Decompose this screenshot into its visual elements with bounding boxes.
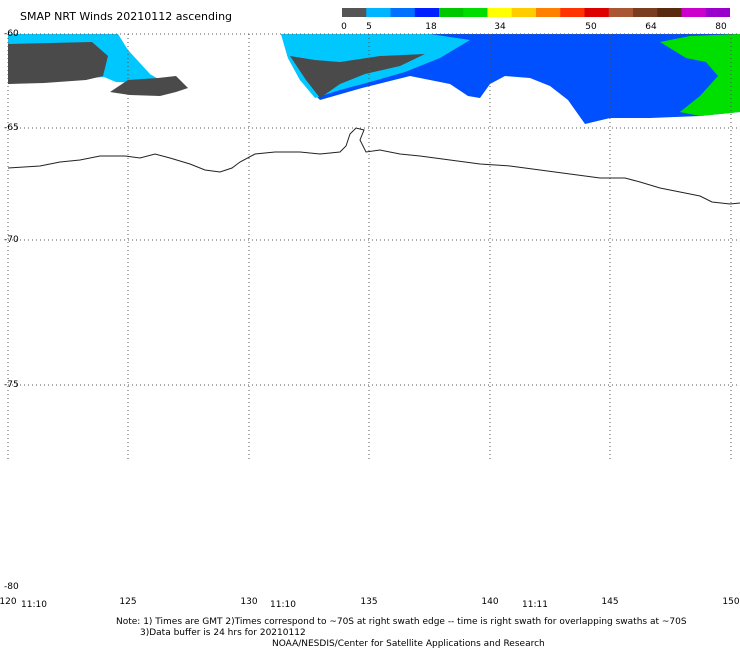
lon-label-125: 125 bbox=[119, 597, 137, 607]
wind-swath-right bbox=[281, 34, 740, 124]
lon-label-135: 135 bbox=[360, 597, 378, 607]
colorbar-segment bbox=[414, 8, 440, 17]
antarctic-coastline bbox=[7, 127, 740, 205]
lon-label-140: 140 bbox=[481, 597, 499, 607]
note-line-3: NOAA/NESDIS/Center for Satellite Applica… bbox=[272, 639, 545, 649]
lon-label-145: 145 bbox=[601, 597, 619, 607]
colorbar-segment bbox=[633, 8, 658, 17]
colorbar-segment bbox=[536, 8, 561, 17]
colorbar-segment bbox=[584, 8, 610, 17]
colorbar-segment bbox=[439, 8, 464, 17]
colorbar-tick-label: 34 bbox=[494, 22, 506, 32]
colorbar-segment bbox=[608, 8, 634, 17]
lon-label-120: 120 bbox=[0, 597, 17, 607]
note-line-2: 3)Data buffer is 24 hrs for 20210112 bbox=[140, 628, 306, 638]
colorbar-segment bbox=[657, 8, 682, 17]
colorbar-segment bbox=[511, 8, 537, 17]
colorbar-segment bbox=[463, 8, 488, 17]
lat-label-60: -60 bbox=[4, 29, 19, 39]
colorbar-segment bbox=[342, 8, 367, 17]
colorbar-segment bbox=[487, 8, 513, 17]
colorbar-tick-label: 0 bbox=[341, 22, 347, 32]
colorbar-tick-label: 64 bbox=[645, 22, 657, 32]
swath-time-2: 11:10 bbox=[270, 600, 296, 610]
swath-time-1: 11:10 bbox=[21, 600, 47, 610]
lat-label-75: -75 bbox=[4, 380, 19, 390]
wind-swath-left bbox=[8, 34, 188, 96]
wind-map bbox=[7, 33, 740, 462]
lat-lon-grid bbox=[7, 33, 740, 462]
lon-label-130: 130 bbox=[240, 597, 258, 607]
colorbar-tick-label: 18 bbox=[425, 22, 437, 32]
colorbar-tick-label: 50 bbox=[585, 22, 597, 32]
swath-time-3: 11:11 bbox=[522, 600, 548, 610]
colorbar-segment bbox=[366, 8, 391, 17]
colorbar-tick-label: 5 bbox=[366, 22, 372, 32]
colorbar-segment bbox=[560, 8, 585, 17]
colorbar-segment bbox=[390, 8, 416, 17]
note-line-1: Note: 1) Times are GMT 2)Times correspon… bbox=[116, 617, 687, 627]
colorbar-segment bbox=[705, 8, 730, 17]
wind-speed-colorbar bbox=[342, 8, 730, 17]
lat-label-80: -80 bbox=[4, 582, 19, 592]
colorbar-tick-label: 80 bbox=[715, 22, 727, 32]
map-title: SMAP NRT Winds 20210112 ascending bbox=[20, 10, 233, 23]
lat-label-65: -65 bbox=[4, 123, 19, 133]
lat-label-70: -70 bbox=[4, 235, 19, 245]
lon-label-150: 150 bbox=[722, 597, 740, 607]
colorbar-segment bbox=[681, 8, 707, 17]
